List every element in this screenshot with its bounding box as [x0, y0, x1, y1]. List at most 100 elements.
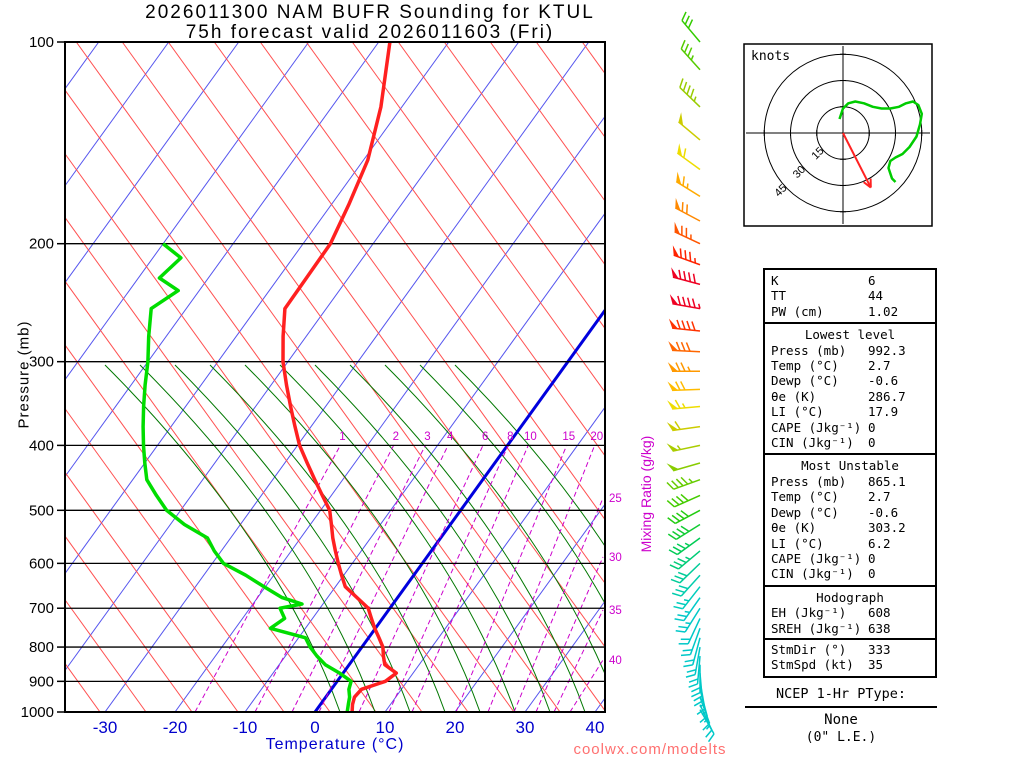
wind-barb — [666, 443, 701, 452]
pressure-tick-label: 800 — [29, 639, 54, 656]
moist-adiabats-group — [104, 364, 605, 712]
stat-value: -0.6 — [868, 504, 899, 520]
wind-barb — [680, 39, 701, 71]
temp-tick-label: 20 — [446, 718, 465, 737]
stat-value: 0 — [868, 419, 876, 435]
wind-barb — [683, 637, 701, 668]
hodograph-rows-1: EH (Jkg⁻¹) 608 SREH (Jkg⁻¹) 638 — [771, 605, 929, 636]
stat-value: 6 — [868, 273, 876, 288]
mixing-ratio-label: 2 — [393, 431, 399, 443]
stat-label: θe (K) — [771, 388, 817, 404]
freezing-isotherm — [313, 307, 605, 712]
pressure-tick-label: 300 — [29, 354, 54, 371]
plot-border — [64, 41, 606, 713]
wind-barb — [667, 399, 701, 410]
skewt-background — [65, 42, 605, 712]
chart-title-line1: 2026011300 NAM BUFR Sounding for KTUL — [145, 2, 595, 23]
lowest-level-section: Lowest level Press (mb) 992.3 Temp (°C) 2.7… — [765, 322, 935, 453]
pressure-tick-label: 500 — [29, 502, 54, 519]
stat-row: CAPE (Jkg⁻¹) 0 — [771, 551, 929, 566]
temp-tick-label: 10 — [376, 718, 395, 737]
stat-label: K — [771, 273, 779, 288]
wind-barb — [675, 607, 701, 633]
most-unstable-header: Most Unstable — [801, 458, 899, 474]
wind-barb — [666, 476, 701, 490]
most-unstable-section: Most Unstable Press (mb) 865.1 Temp (°C) 2.… — [765, 453, 935, 584]
wind-barb — [674, 597, 701, 622]
stat-label: SREH (Jkg⁻¹) — [771, 620, 862, 636]
stat-label: StmDir (°) — [771, 641, 847, 657]
wind-barb — [688, 655, 701, 688]
pressure-tick-label: 700 — [29, 600, 54, 617]
ptype-block: NCEP 1-Hr PType: None (0" L.E.) — [745, 686, 937, 745]
wind-barb — [671, 574, 701, 597]
wind-barb — [681, 11, 701, 43]
stats-panel: K 6 TT 44 PW (cm) 1.02 Lowest level Press (mb… — [763, 268, 937, 678]
stat-value: 286.7 — [868, 388, 906, 404]
dewpoint-curve — [141, 242, 353, 712]
wind-barb — [674, 197, 701, 222]
stat-value: 1.02 — [868, 303, 899, 319]
wind-barb — [672, 245, 701, 266]
hodograph-trace — [838, 100, 924, 183]
stat-label: CIN (Jkg⁻¹) — [771, 566, 854, 582]
mixing-ratio-label: 4 — [447, 431, 454, 443]
stat-label: CAPE (Jkg⁻¹) — [771, 419, 862, 435]
wind-barb — [670, 562, 701, 584]
stat-row: LI (°C) 17.9 — [771, 404, 929, 419]
stat-label: θe (K) — [771, 520, 817, 536]
most-unstable-rows: Press (mb) 865.1 Temp (°C) 2.7 Dewp (°C) -0.6… — [771, 474, 929, 582]
stat-row: PW (cm) 1.02 — [771, 304, 929, 319]
temperature-curve — [281, 42, 399, 712]
stat-value: 2.7 — [868, 358, 891, 374]
stat-value: 0 — [868, 566, 876, 582]
wind-barb — [671, 267, 701, 286]
stat-row: TT 44 — [771, 288, 929, 303]
stat-row: EH (Jkg⁻¹) 608 — [771, 605, 929, 620]
stat-value: 608 — [868, 605, 891, 621]
stat-row: StmDir (°) 333 — [771, 642, 929, 657]
mixing-ratio-labels: 1 2 3 4 6 8 10 15 20 25 30 35 40 — [339, 431, 621, 667]
stat-row: CIN (Jkg⁻¹) 0 — [771, 435, 929, 450]
stat-value: 44 — [868, 288, 884, 304]
ptype-note: (0" L.E.) — [805, 730, 877, 745]
stat-row: CIN (Jkg⁻¹) 0 — [771, 566, 929, 581]
wind-barb — [666, 462, 701, 472]
wind-barb — [691, 664, 701, 698]
wind-barb — [676, 143, 701, 171]
mixing-ratio-group — [194, 444, 604, 712]
stat-value: 35 — [868, 657, 884, 673]
temp-tick-label: -10 — [233, 718, 258, 737]
pressure-tick-label: 200 — [29, 236, 54, 253]
temp-tick-label: -20 — [163, 718, 188, 737]
stat-row: Press (mb) 865.1 — [771, 474, 929, 489]
stat-label: TT — [771, 288, 787, 304]
dry-adiabats-group — [65, 42, 605, 712]
wind-barb — [668, 341, 701, 353]
stat-value: 638 — [868, 620, 891, 636]
ptype-title: NCEP 1-Hr PType: — [745, 686, 937, 708]
stat-row: θe (K) 286.7 — [771, 389, 929, 404]
stat-label: EH (Jkg⁻¹) — [771, 605, 847, 621]
stat-row: LI (°C) 6.2 — [771, 536, 929, 551]
stat-row: Temp (°C) 2.7 — [771, 358, 929, 373]
mixing-ratio-label: 40 — [609, 655, 622, 667]
wind-barbs-group — [666, 11, 715, 743]
wind-barb — [678, 618, 701, 645]
pressure-tick-label: 900 — [29, 673, 54, 690]
lowest-level-header: Lowest level — [804, 327, 896, 343]
temp-tick-label: -30 — [93, 718, 118, 737]
temp-tick-labels: -30 -20 -10 0 10 20 30 40 — [93, 718, 605, 737]
temperature-axis-title: Temperature (°C) — [265, 736, 405, 753]
mixing-ratio-label: 1 — [339, 431, 345, 443]
stat-value: 6.2 — [868, 535, 891, 551]
ptype-value: None — [824, 712, 858, 728]
wind-barb — [667, 523, 701, 540]
mixing-ratio-label: 25 — [609, 493, 622, 505]
mixing-ratio-label: 35 — [609, 605, 622, 617]
stat-value: 2.7 — [868, 489, 891, 505]
stat-value: 0 — [868, 435, 876, 451]
